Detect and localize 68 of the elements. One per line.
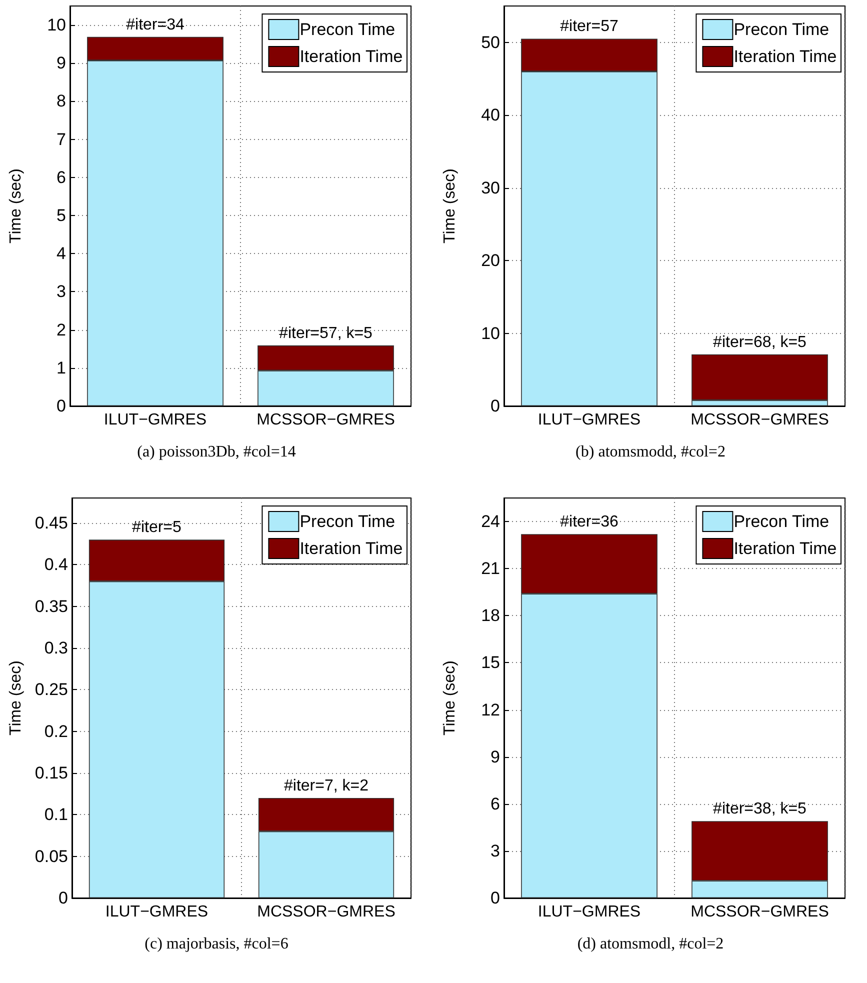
y-tick-label: 18 [481,606,500,626]
y-tick-label: 20 [481,251,500,270]
y-tick-label: 8 [56,92,66,111]
y-axis-title: Time (sec) [8,660,24,736]
y-tick-label: 0 [490,888,500,908]
y-axis-title: Time (sec) [442,168,458,244]
legend-label: Iteration Time [734,47,837,66]
y-tick-label: 50 [481,32,500,52]
y-tick-label: 0 [58,888,68,908]
y-tick-label: 0.25 [34,680,68,700]
x-tick-label: MCSSOR−GMRES [256,412,395,428]
annotation: #iter=68, k=5 [713,334,807,351]
y-tick-label: 0.05 [34,846,68,866]
annotation: #iter=57 [560,18,618,36]
x-tick-label: ILUT−GMRES [105,904,208,920]
y-tick-label: 40 [481,106,500,125]
y-tick-label: 6 [490,794,500,814]
x-tick-label: ILUT−GMRES [538,412,641,428]
y-tick-label: 21 [481,559,500,578]
text: (d) atomsmodl, #col=2 [577,936,724,952]
y-tick-label: 0 [56,396,66,416]
y-tick-label: 2 [56,320,66,340]
y-tick-label: 0 [490,396,500,416]
y-tick-label: 3 [490,841,500,860]
annotation: #iter=36 [560,514,618,531]
y-tick-label: 3 [56,282,66,302]
y-tick-label: 4 [56,244,66,264]
x-tick-label: MCSSOR−GMRES [257,904,396,920]
annotation: #iter=5 [132,519,182,536]
y-tick-label: 1 [56,358,66,378]
annotation: #iter=34 [126,16,184,34]
y-tick-label: 0.1 [44,805,68,824]
legend-label: Iteration Time [300,539,403,558]
x-tick-label: MCSSOR−GMRES [690,412,829,428]
x-tick-label: MCSSOR−GMRES [690,904,829,920]
y-tick-label: 9 [56,54,66,73]
legend-label: Precon Time [300,512,396,531]
y-tick-label: 0.15 [34,764,68,782]
y-tick-label: 24 [481,512,500,532]
x-tick-label: ILUT−GMRES [538,904,641,920]
annotation: #iter=7, k=2 [284,778,369,794]
y-tick-label: 15 [481,653,500,672]
annotation: #iter=57, k=5 [279,324,373,342]
legend-label: Iteration Time [734,539,837,558]
y-tick-label: 12 [481,700,500,720]
legend-label: Iteration Time [300,47,403,66]
text: (b) atomsmodd, #col=2 [576,444,726,460]
y-tick-label: 0.45 [34,514,68,532]
legend-label: Precon Time [734,512,830,531]
y-tick-label: 10 [47,16,66,35]
legend-label: Precon Time [734,20,830,39]
y-tick-label: 30 [481,178,500,198]
y-tick-label: 0.35 [34,596,68,616]
text: (c) majorbasis, #col=6 [144,936,288,952]
y-tick-label: 0.4 [44,555,68,574]
y-axis-title: Time (sec) [8,168,24,244]
legend-label: Precon Time [300,20,396,39]
y-tick-label: 9 [490,747,500,766]
y-tick-label: 6 [56,168,66,187]
y-tick-label: 0.3 [44,638,68,658]
y-tick-label: 5 [56,206,66,226]
y-tick-label: 0.2 [44,722,68,741]
y-tick-label: 10 [481,324,500,343]
text: (a) poisson3Db, #col=14 [137,444,296,460]
x-tick-label: ILUT−GMRES [104,412,207,428]
annotation: #iter=38, k=5 [713,800,807,818]
y-axis-title: Time (sec) [442,660,458,736]
y-tick-label: 7 [56,130,66,149]
